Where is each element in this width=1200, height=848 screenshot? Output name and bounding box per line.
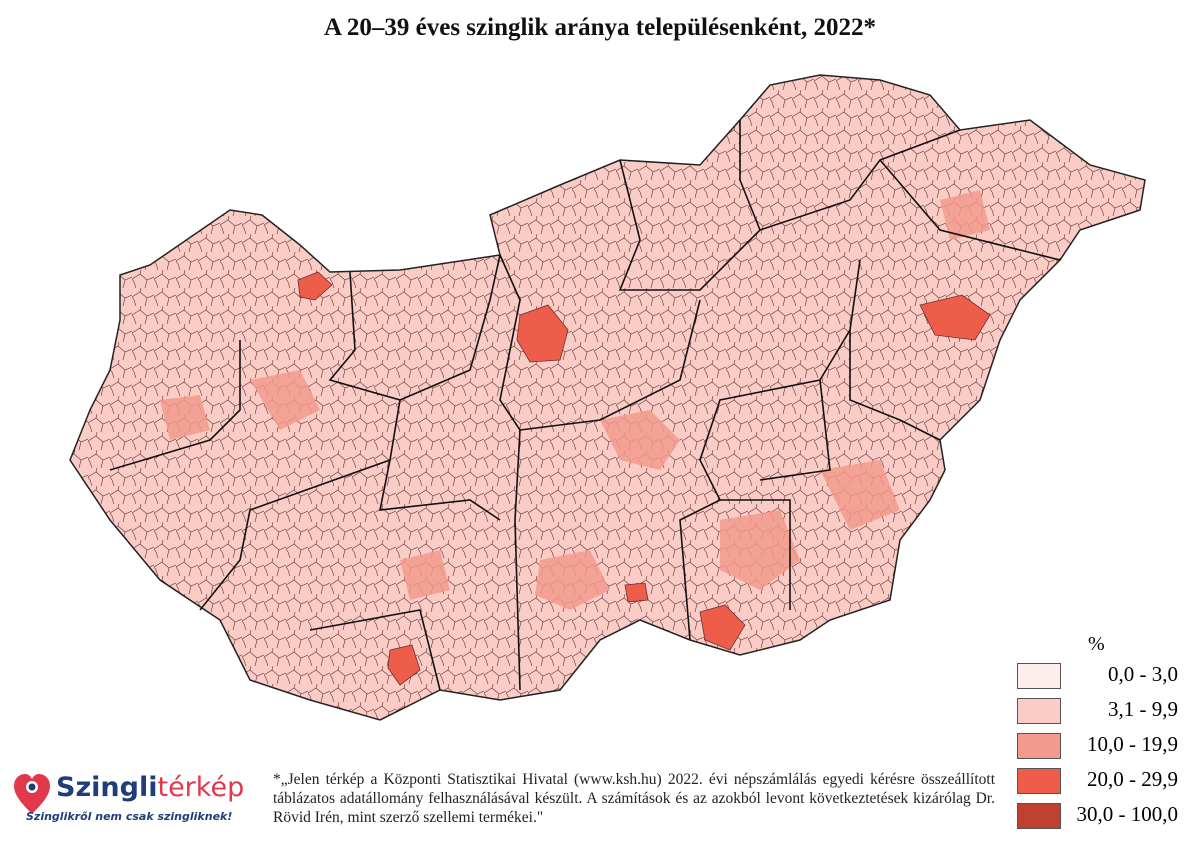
patches	[160, 190, 990, 610]
country-shape	[69, 74, 1146, 721]
legend-unit: %	[1088, 633, 1105, 655]
legend-swatch	[1017, 803, 1061, 829]
county-borders	[109, 120, 1061, 691]
footnote: *„Jelen térkép a Központi Statisztikai H…	[273, 771, 995, 826]
legend-swatch	[1017, 733, 1061, 759]
legend-swatch	[1017, 698, 1061, 724]
logo-name: Szinglitérkép	[56, 772, 244, 803]
logo-tagline: Szinglikről nem csak szingliknek!	[26, 810, 233, 823]
legend-swatch	[1017, 663, 1061, 689]
legend-label: 0,0 - 3,0	[1108, 662, 1178, 686]
logo-icon	[14, 774, 50, 814]
legend-label: 30,0 - 100,0	[1076, 802, 1179, 826]
legend-label: 10,0 - 19,9	[1087, 732, 1178, 756]
logo-name-part: Szingli	[56, 772, 158, 803]
legend-label: 3,1 - 9,9	[1108, 697, 1178, 721]
map-title: A 20–39 éves szinglik aránya településen…	[323, 14, 877, 41]
cities	[297, 271, 991, 686]
logo-name-part: térkép	[157, 772, 245, 803]
legend-swatch	[1017, 768, 1061, 794]
legend-label: 20,0 - 29,9	[1087, 767, 1178, 791]
